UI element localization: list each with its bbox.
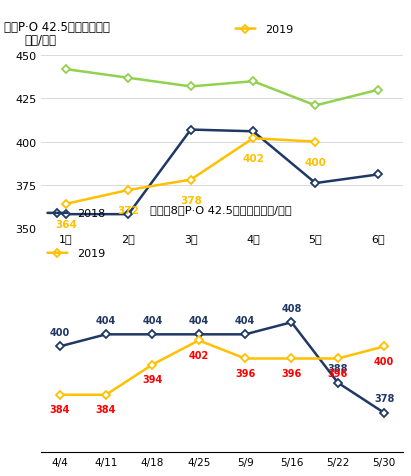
Text: 378: 378: [180, 196, 202, 206]
Text: 404: 404: [189, 315, 209, 325]
Text: 402: 402: [189, 350, 209, 360]
Text: 2018: 2018: [77, 208, 106, 218]
Text: 400: 400: [374, 357, 395, 367]
Text: 400: 400: [305, 158, 326, 168]
Text: 396: 396: [282, 368, 302, 378]
Text: 384: 384: [96, 405, 116, 415]
Text: （元/吨）: （元/吨）: [25, 34, 57, 47]
Text: 西北近8周P·O 42.5水泥价格（元/吨）: 西北近8周P·O 42.5水泥价格（元/吨）: [150, 205, 291, 215]
Text: 2019: 2019: [266, 25, 293, 34]
Text: 402: 402: [242, 154, 264, 164]
Text: 372: 372: [118, 206, 139, 216]
Text: 364: 364: [55, 219, 77, 229]
Text: 384: 384: [49, 405, 70, 415]
Text: 408: 408: [281, 303, 302, 313]
Text: 378: 378: [374, 393, 395, 403]
Text: 388: 388: [328, 363, 348, 373]
Text: 2019: 2019: [77, 248, 106, 258]
Text: 396: 396: [235, 368, 255, 378]
Text: 404: 404: [142, 315, 162, 325]
Text: 400: 400: [49, 327, 70, 337]
Text: 404: 404: [96, 315, 116, 325]
Text: 404: 404: [235, 315, 255, 325]
Text: 西北P·O 42.5水泥市场价格: 西北P·O 42.5水泥市场价格: [4, 21, 110, 34]
Text: 396: 396: [328, 368, 348, 378]
Text: 394: 394: [142, 375, 162, 385]
